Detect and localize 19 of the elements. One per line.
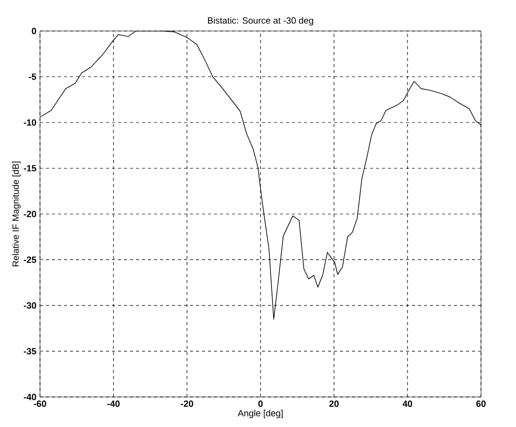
chart-title: Bistatic: Source at -30 deg [208, 17, 314, 26]
y-tick-label: -30 [24, 302, 36, 309]
y-tick-label: -15 [24, 165, 36, 172]
x-axis-title: Angle [deg] [238, 410, 283, 418]
y-tick-label: -20 [24, 210, 36, 218]
x-tick-label: 60 [476, 400, 486, 407]
x-tick-label: -60 [34, 400, 46, 407]
y-tick-label: -5 [28, 74, 36, 80]
x-tick-label: 20 [329, 400, 339, 407]
x-tick-label: -40 [107, 400, 120, 407]
y-tick-label: -25 [24, 256, 36, 263]
x-tick-label: 40 [402, 400, 412, 407]
y-tick-label: 0 [32, 28, 36, 34]
x-tick-label: 0 [258, 400, 263, 407]
y-tick-label: -40 [24, 394, 36, 400]
x-tick-label: -20 [180, 400, 194, 407]
y-tick-label: -10 [24, 119, 36, 126]
y-axis-title: Relative IF Magnitude [dB] [12, 162, 21, 266]
y-tick-label: -35 [24, 348, 36, 354]
